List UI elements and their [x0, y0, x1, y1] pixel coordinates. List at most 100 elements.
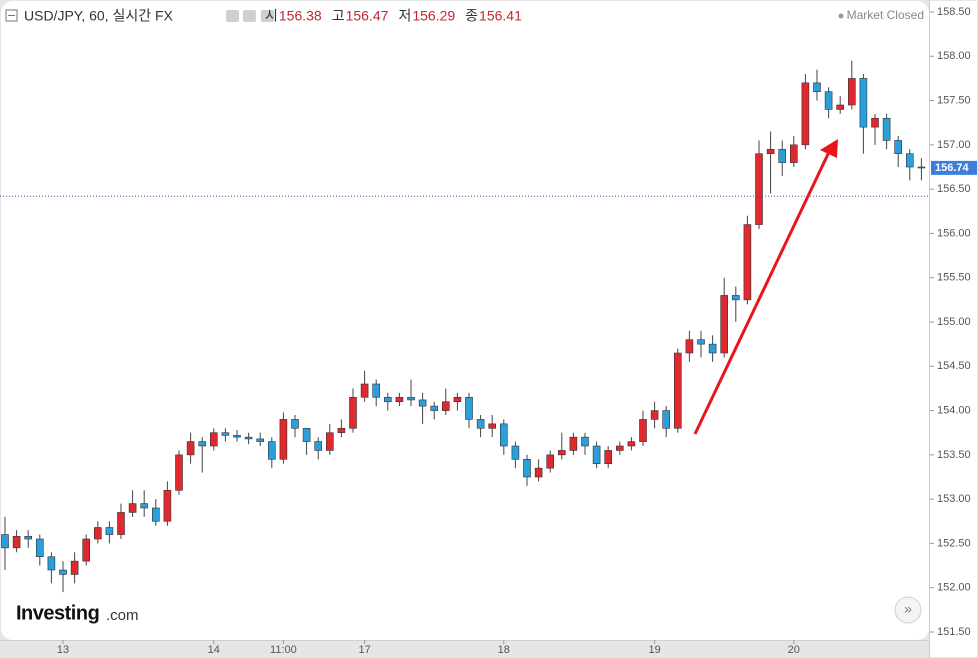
candle-body [697, 339, 705, 345]
candle-body [430, 405, 439, 411]
y-tick-label: 156.00 [937, 227, 971, 239]
arrow-head [820, 139, 838, 158]
candle-body [267, 441, 276, 460]
candle-body [117, 512, 125, 535]
candle-body [441, 401, 450, 411]
candle-body [592, 445, 601, 465]
plot-area [1, 1, 929, 640]
close-icon[interactable] [261, 10, 274, 22]
y-tick-label: 152.00 [937, 582, 971, 594]
y-tick-label: 157.50 [937, 94, 971, 106]
y-axis-area [930, 1, 977, 657]
x-tick-label: 11:00 [270, 644, 297, 656]
candle-body [778, 148, 787, 163]
candle-body [871, 117, 879, 128]
candle-body [186, 441, 195, 456]
candle-body [244, 436, 253, 440]
y-tick-label: 154.00 [937, 404, 971, 416]
ohlc-value: 156.41 [479, 8, 522, 24]
candle-body [581, 436, 589, 447]
candle-body [847, 78, 856, 106]
candle-body [210, 432, 218, 447]
x-tick-label: 13 [57, 644, 69, 656]
candle-body [325, 432, 334, 451]
logo-brand: Investing [16, 602, 99, 624]
candle-body [140, 503, 148, 509]
y-tick-label: 153.00 [937, 493, 971, 505]
candle-body [418, 399, 427, 407]
candle-body [360, 383, 369, 398]
candle-body [882, 117, 891, 141]
candle-body [337, 427, 346, 434]
y-tick-label: 156.50 [937, 183, 971, 195]
arrow-shaft [693, 151, 831, 435]
candle-body [836, 104, 845, 110]
collapse-icon[interactable] [5, 9, 18, 22]
candle-body [824, 91, 833, 110]
last-price-label: 156.74 [935, 162, 970, 174]
scroll-to-latest-button[interactable] [894, 596, 922, 624]
candle-body [163, 489, 172, 522]
candle-body [59, 569, 67, 575]
candle-body [905, 153, 914, 168]
candle-body [302, 427, 311, 442]
last-price-tag [931, 160, 977, 175]
ohlc-value: 156.47 [346, 8, 389, 24]
candle-body [175, 454, 183, 491]
candle-body [35, 538, 44, 558]
market-status: Market Closed [847, 8, 924, 22]
ohlc-label: 저 [398, 8, 411, 24]
candle-body [917, 166, 926, 169]
candle-body [720, 295, 729, 354]
candle-body [47, 556, 56, 571]
candle-body [349, 396, 357, 429]
status-dot [838, 13, 844, 19]
candle-body [82, 538, 90, 562]
eye-icon[interactable] [226, 10, 239, 22]
candle-body [627, 441, 636, 447]
candle-body [662, 410, 671, 429]
logo-suffix: .com [106, 607, 139, 624]
candle-body [488, 423, 497, 429]
y-tick-label: 155.50 [937, 272, 971, 284]
settings-icon[interactable] [243, 10, 256, 22]
candle-body [221, 432, 230, 436]
candle-body [534, 467, 543, 478]
scroll-to-latest-icon: » [904, 601, 912, 617]
x-tick-label: 19 [648, 644, 660, 656]
candle-body [94, 527, 102, 540]
y-tick-label: 158.50 [937, 6, 971, 18]
candle-body [372, 383, 381, 398]
y-tick-label: 155.00 [937, 316, 971, 328]
candle-body [639, 419, 647, 442]
candle-body [511, 445, 520, 460]
x-tick-label: 20 [788, 644, 800, 656]
candle-body [465, 396, 473, 420]
candle-body [813, 82, 821, 93]
candle-body [789, 144, 798, 163]
candle-body [546, 454, 555, 469]
ohlc-label: 종 [465, 8, 478, 24]
y-tick-label: 157.00 [937, 139, 971, 151]
ohlc-label: 고 [332, 8, 345, 24]
candle-body [395, 396, 404, 403]
y-tick-label: 154.50 [937, 360, 971, 372]
candle-body [314, 441, 323, 451]
candle-body [476, 419, 485, 429]
candle-body [766, 148, 775, 155]
candle-body [755, 153, 763, 225]
candle-body [105, 527, 114, 535]
candles [1, 60, 926, 593]
x-tick-label: 14 [208, 644, 220, 656]
candle-body [198, 441, 206, 447]
candle-body [859, 78, 868, 128]
candle-body [569, 436, 578, 451]
candle-body [685, 339, 694, 354]
candle-body [152, 507, 160, 522]
candle-body [12, 536, 21, 549]
candle-body [279, 419, 288, 460]
candle-body [801, 82, 810, 146]
x-tick-label: 17 [358, 644, 370, 656]
